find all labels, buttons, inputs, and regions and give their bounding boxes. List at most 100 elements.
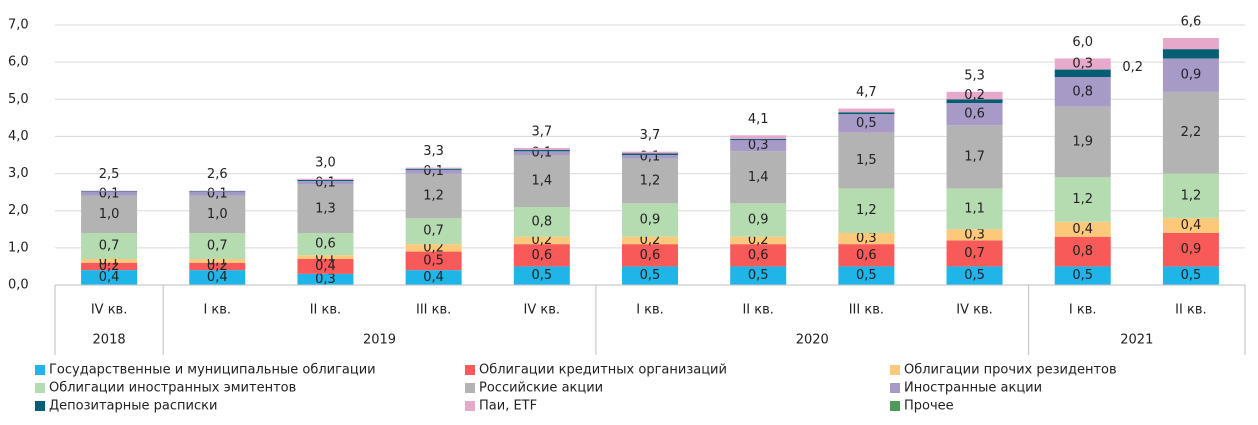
data-label: 0,5: [531, 268, 552, 283]
bar-segment: [1054, 221, 1111, 237]
bar-segment: [946, 125, 1003, 189]
bar-segment: [1162, 173, 1219, 219]
bar-segment: [946, 99, 1003, 103]
x-tick-label: III кв.: [849, 303, 884, 318]
bar-segment: [81, 262, 138, 271]
data-label: 0,1: [207, 187, 228, 202]
y-tick-label: 3,0: [8, 166, 29, 181]
bar-segment: [189, 190, 246, 192]
x-tick-label: IV кв.: [524, 303, 561, 318]
x-tick-label: I кв.: [636, 303, 664, 318]
bar-segment: [1054, 77, 1111, 107]
data-label: 0,7: [423, 224, 444, 239]
legend-label: Паи, ETF: [479, 399, 537, 414]
bar-segment: [405, 173, 462, 219]
data-label: 0,5: [856, 116, 877, 131]
data-label: 0,1: [531, 146, 552, 161]
year-label: 2021: [1120, 333, 1153, 348]
y-tick-label: 2,0: [8, 203, 29, 218]
bar-segment: [81, 190, 138, 192]
bar-segment: [730, 139, 787, 141]
legend-swatch: [35, 365, 45, 375]
data-label: 0,4: [1072, 222, 1093, 237]
bar-segment: [189, 191, 246, 193]
legend-label: Облигации иностранных эмитентов: [49, 381, 296, 396]
legend-swatch: [465, 383, 475, 393]
legend-label: Государственные и муниципальные облигаци…: [49, 363, 376, 378]
bar-segment: [838, 132, 895, 189]
y-tick-label: 0,0: [8, 278, 29, 293]
bar-segment: [946, 229, 1003, 241]
x-tick-label: I кв.: [203, 303, 231, 318]
data-label: 0,5: [640, 268, 661, 283]
year-label: 2020: [796, 333, 829, 348]
legend-swatch: [465, 401, 475, 411]
bar-segment: [838, 233, 895, 245]
legend-label: Российские акции: [479, 381, 603, 396]
data-label: 0,1: [315, 175, 336, 190]
data-label: 1,5: [856, 153, 877, 168]
bar-segment: [297, 233, 354, 256]
x-tick-label: IV кв.: [91, 303, 128, 318]
data-label: 1,2: [423, 188, 444, 203]
data-label: 0,3: [964, 227, 985, 242]
bar-segment: [513, 266, 570, 285]
legend-label: Облигации кредитных организаций: [479, 363, 727, 378]
bar-segment: [730, 236, 787, 245]
y-tick-label: 4,0: [8, 129, 29, 144]
x-tick-label: II кв.: [742, 303, 773, 318]
data-label: 0,8: [1072, 84, 1093, 99]
total-label: 6,0: [1072, 35, 1093, 50]
x-tick-label: II кв.: [1175, 303, 1206, 318]
bar-segment: [1054, 236, 1111, 267]
data-label: 0,4: [315, 259, 336, 274]
bar-segment: [946, 91, 1003, 100]
bar-segment: [297, 179, 354, 181]
bar-segment: [622, 203, 678, 237]
data-label: 0,1: [640, 149, 661, 164]
bar-segment: [838, 244, 895, 267]
data-label: 1,2: [1181, 188, 1202, 203]
legend-label: Депозитарные расписки: [49, 399, 217, 414]
bar-segment: [189, 192, 246, 196]
bar-segment: [622, 153, 678, 155]
data-label: 0,3: [1072, 57, 1093, 72]
data-label: 0,6: [531, 248, 552, 263]
bar-segment: [730, 140, 787, 152]
bar-segment: [189, 259, 246, 263]
bar-segment: [189, 262, 246, 271]
bar-segment: [1054, 177, 1111, 222]
data-label: 0,3: [748, 138, 769, 153]
data-label: 0,9: [1181, 242, 1202, 257]
total-label: 3,3: [423, 144, 444, 159]
x-tick-label: III кв.: [416, 303, 451, 318]
bar-segment: [81, 270, 138, 285]
data-label: 0,6: [964, 107, 985, 122]
bar-segment: [189, 270, 246, 285]
data-label: 0,5: [964, 268, 985, 283]
data-label: 0,9: [640, 213, 661, 228]
legend-swatch: [465, 365, 475, 375]
legend-label: Прочее: [904, 399, 954, 414]
bar-segment: [1162, 91, 1219, 174]
y-tick-label: 7,0: [8, 18, 29, 33]
bar-segment: [1162, 49, 1219, 59]
total-label: 2,6: [207, 167, 228, 182]
bar-segment: [297, 184, 354, 233]
bar-segment: [946, 240, 1003, 267]
bar-segment: [622, 244, 678, 267]
bar-segment: [189, 233, 246, 259]
legend-swatch: [890, 383, 900, 393]
total-label: 5,3: [964, 68, 985, 83]
bar-segment: [946, 266, 1003, 285]
data-label: 1,7: [964, 149, 985, 164]
data-label: 1,4: [531, 174, 552, 189]
data-label: 0,6: [640, 248, 661, 263]
data-label: 0,6: [856, 248, 877, 263]
data-label: 0,1: [423, 164, 444, 179]
bar-segment: [622, 236, 678, 245]
data-label: 0,2: [964, 88, 985, 103]
legend-swatch: [35, 383, 45, 393]
data-label: 0,5: [1072, 268, 1093, 283]
